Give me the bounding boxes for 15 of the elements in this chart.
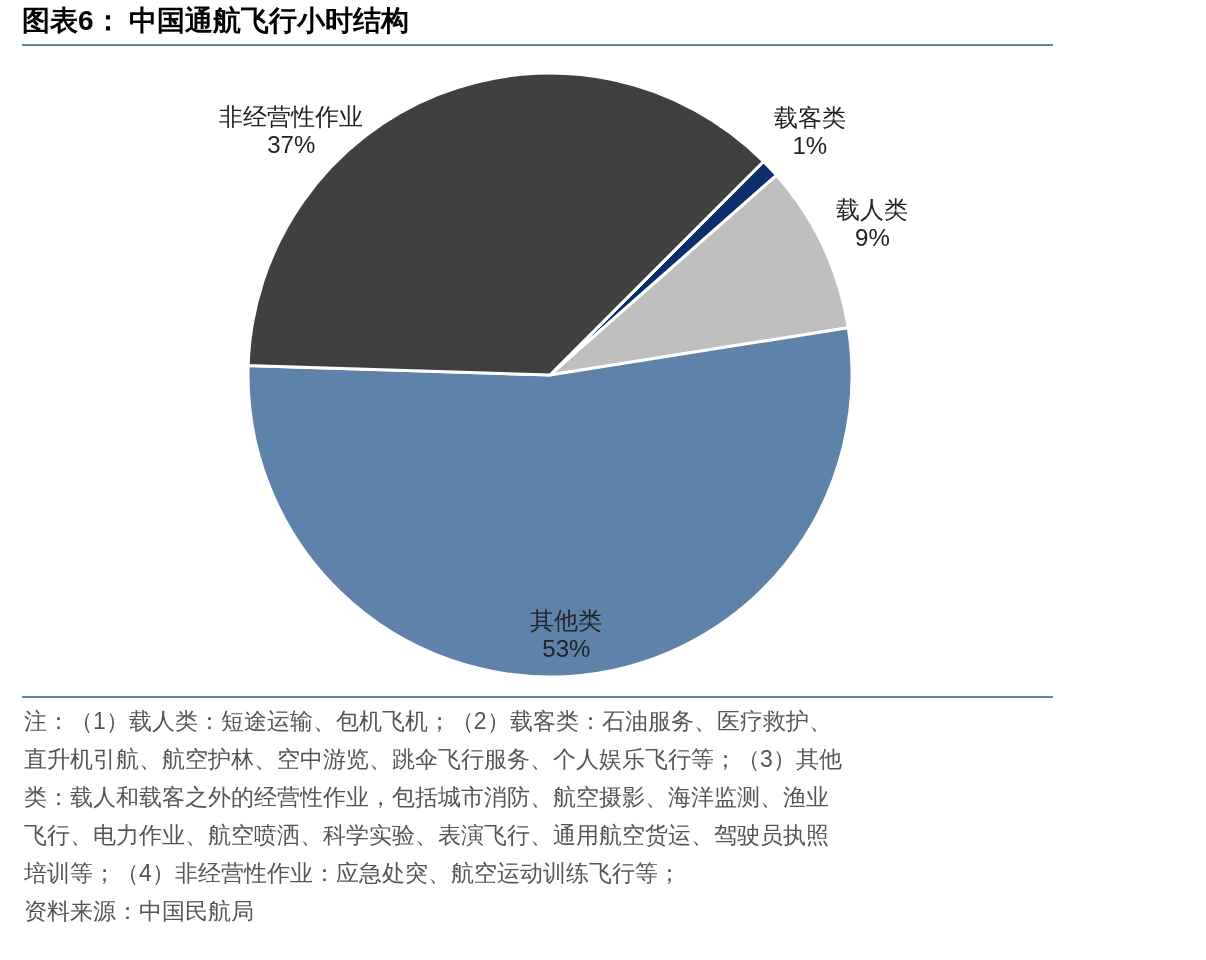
slice-label: 其他类 — [530, 607, 603, 635]
text: 注：（1）载人类：短途运输、包机飞机；（2）载客类：石油服务、医疗救护、 — [24, 708, 832, 734]
text: 培训等；（4）非经营性作业：应急处突、航空运动训练飞行等； — [23, 860, 681, 886]
text: 资料来源：中国民航局 — [24, 898, 254, 924]
data-label: 53% — [542, 635, 591, 663]
data-label: 37% — [267, 131, 316, 158]
text: 直升机引航、航空护林、空中游览、跳伞飞行服务、个人娱乐飞行等；（3）其他 — [24, 746, 842, 772]
chart-title: 图表6： 中国通航飞行小时结构 — [22, 5, 410, 36]
slice-label: 非经营性作业 — [219, 103, 364, 130]
slice-label: 载人类 — [836, 196, 909, 224]
data-label: 9% — [855, 224, 890, 252]
slice-label: 载客类 — [773, 104, 846, 132]
text: 飞行、电力作业、航空喷洒、科学实验、表演飞行、通用航空货运、驾驶员执照 — [24, 822, 829, 848]
data-label: 1% — [792, 132, 828, 160]
text: 类：载人和载客之外的经营性作业，包括城市消防、航空摄影、海洋监测、渔业 — [24, 784, 829, 810]
